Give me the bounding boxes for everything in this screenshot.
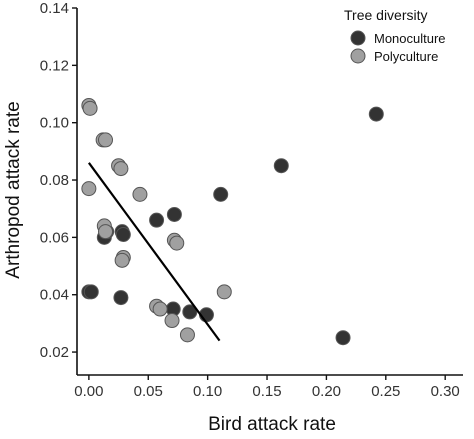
data-point-polyculture bbox=[152, 301, 168, 317]
x-tick-label: 0.20 bbox=[312, 383, 341, 400]
y-tick-label: 0.14 bbox=[40, 0, 69, 17]
y-tick-label: 0.12 bbox=[40, 57, 69, 74]
data-point-monoculture bbox=[368, 106, 384, 122]
plot-area: 0.02 0.04 0.06 0.08 0.10 0.12 0.14 0.00 0.05 0.1… bbox=[40, 0, 463, 400]
data-point-polyculture bbox=[132, 186, 148, 202]
y-axis-ticks: 0.02 0.04 0.06 0.08 0.10 0.12 0.14 bbox=[40, 0, 77, 361]
y-tick-label: 0.10 bbox=[40, 115, 69, 132]
legend-monoculture-marker bbox=[350, 30, 366, 46]
data-point-polyculture bbox=[179, 327, 195, 343]
data-point-polyculture bbox=[164, 313, 180, 329]
data-points bbox=[81, 97, 384, 346]
x-tick-label: 0.25 bbox=[371, 383, 400, 400]
y-tick-label: 0.08 bbox=[40, 172, 69, 189]
y-tick-label: 0.02 bbox=[40, 344, 69, 361]
data-point-monoculture bbox=[166, 206, 182, 222]
legend-polyculture-label: Polyculture bbox=[374, 49, 438, 64]
legend-monoculture-label: Monoculture bbox=[374, 31, 446, 46]
data-point-polyculture bbox=[82, 100, 98, 116]
data-point-polyculture bbox=[81, 181, 97, 197]
data-point-monoculture bbox=[113, 290, 129, 306]
y-tick-label: 0.04 bbox=[40, 287, 69, 304]
data-point-monoculture bbox=[149, 212, 165, 228]
x-axis-ticks: 0.00 0.05 0.10 0.15 0.20 0.25 0.30 bbox=[74, 375, 460, 400]
y-axis-title: Arthropod attack rate bbox=[3, 101, 24, 278]
data-point-polyculture bbox=[216, 284, 232, 300]
data-point-monoculture bbox=[83, 284, 99, 300]
data-point-monoculture bbox=[182, 304, 198, 320]
x-tick-label: 0.30 bbox=[431, 383, 460, 400]
y-tick-label: 0.06 bbox=[40, 229, 69, 246]
trend-line bbox=[87, 162, 221, 342]
data-point-polyculture bbox=[114, 252, 130, 268]
data-point-polyculture bbox=[98, 132, 114, 148]
data-point-polyculture bbox=[169, 235, 185, 251]
data-point-monoculture bbox=[335, 330, 351, 346]
x-tick-label: 0.15 bbox=[252, 383, 281, 400]
data-point-polyculture bbox=[113, 161, 129, 177]
legend-polyculture-marker bbox=[350, 48, 366, 64]
data-point-monoculture bbox=[273, 158, 289, 174]
x-tick-label: 0.05 bbox=[134, 383, 163, 400]
data-point-monoculture bbox=[213, 186, 229, 202]
x-tick-label: 0.10 bbox=[193, 383, 222, 400]
x-axis-title: Bird attack rate bbox=[208, 414, 336, 435]
data-point-polyculture bbox=[98, 224, 114, 240]
x-tick-label: 0.00 bbox=[74, 383, 103, 400]
legend: Tree diversity Monoculture Polyculture bbox=[344, 7, 446, 64]
legend-title: Tree diversity bbox=[344, 7, 428, 23]
data-point-monoculture bbox=[115, 227, 131, 243]
